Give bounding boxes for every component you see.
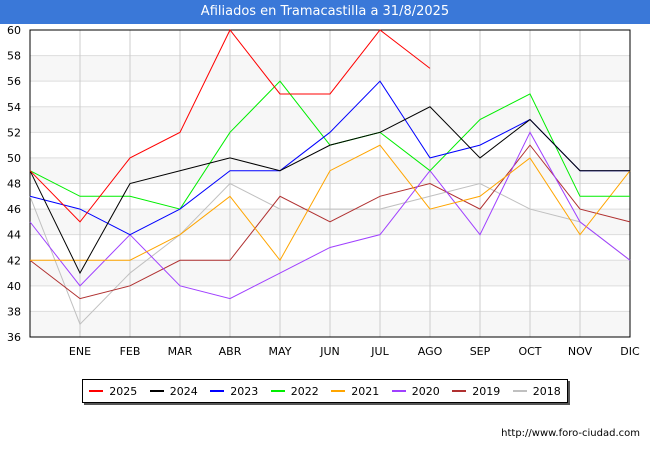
x-tick-label: SEP	[470, 345, 491, 358]
plot-border	[29, 29, 631, 338]
y-tick-label: 36	[7, 331, 21, 344]
legend-swatch	[270, 390, 285, 392]
y-tick-label: 58	[7, 50, 21, 63]
legend-item-2022: 2022	[270, 384, 319, 398]
y-tick-label: 56	[7, 75, 21, 88]
x-tick-label: ABR	[219, 345, 242, 358]
legend-label: 2022	[290, 384, 319, 398]
y-tick-label: 46	[7, 203, 21, 216]
x-tick-label: MAR	[168, 345, 193, 358]
y-tick-label: 42	[7, 254, 21, 267]
y-tick-label: 38	[7, 305, 21, 318]
series-line-2021	[30, 144, 631, 262]
legend-label: 2019	[472, 384, 501, 398]
legend-swatch	[89, 390, 104, 392]
source-url[interactable]: http://www.foro-ciudad.com	[501, 428, 640, 439]
legend-label: 2018	[532, 384, 561, 398]
y-tick-label: 44	[7, 229, 21, 242]
legend-item-2020: 2020	[391, 384, 440, 398]
x-tick-label: MAY	[269, 345, 292, 358]
legend-swatch	[149, 390, 164, 392]
y-tick-label: 60	[7, 24, 21, 37]
legend-swatch	[210, 390, 225, 392]
x-tick-label: DIC	[620, 345, 640, 358]
y-tick-label: 54	[7, 101, 21, 114]
legend-item-2019: 2019	[452, 385, 500, 398]
x-tick-label: FEB	[120, 345, 141, 358]
legend-swatch	[391, 390, 406, 392]
legend-swatch	[452, 390, 467, 392]
x-tick-label: NOV	[568, 345, 593, 358]
x-tick-label: JUL	[370, 345, 389, 358]
legend-label: 2024	[169, 384, 198, 398]
legend: 2025 2024 2023 2022 2021 2020 2019 2018	[82, 379, 568, 403]
x-tick-label: AGO	[418, 345, 443, 358]
legend-item-2025: 2025	[89, 385, 137, 398]
series-line-2025	[29, 29, 431, 223]
legend-label: 2023	[230, 384, 259, 398]
legend-label: 2020	[411, 384, 440, 398]
y-tick-label: 40	[7, 280, 21, 293]
y-tick-label: 48	[7, 178, 21, 191]
legend-item-2023: 2023	[210, 385, 258, 398]
x-tick-label: ENE	[69, 345, 91, 358]
x-tick-label: OCT	[518, 345, 541, 358]
x-tick-label: JUN	[319, 345, 340, 358]
chart-title: Afiliados en Tramacastilla a 31/8/2025	[0, 0, 650, 24]
legend-item-2021: 2021	[331, 385, 379, 398]
series-line-2019	[29, 144, 631, 300]
legend-swatch	[331, 390, 346, 392]
series-line-2018	[29, 182, 631, 326]
legend-swatch	[512, 390, 527, 392]
legend-item-2024: 2024	[149, 384, 198, 398]
legend-label: 2025	[109, 384, 138, 398]
legend-label: 2021	[351, 384, 380, 398]
y-tick-label: 52	[7, 126, 21, 139]
series-line-2024	[29, 106, 630, 275]
legend-item-2018: 2018	[512, 384, 561, 398]
y-tick-label: 50	[7, 152, 21, 165]
